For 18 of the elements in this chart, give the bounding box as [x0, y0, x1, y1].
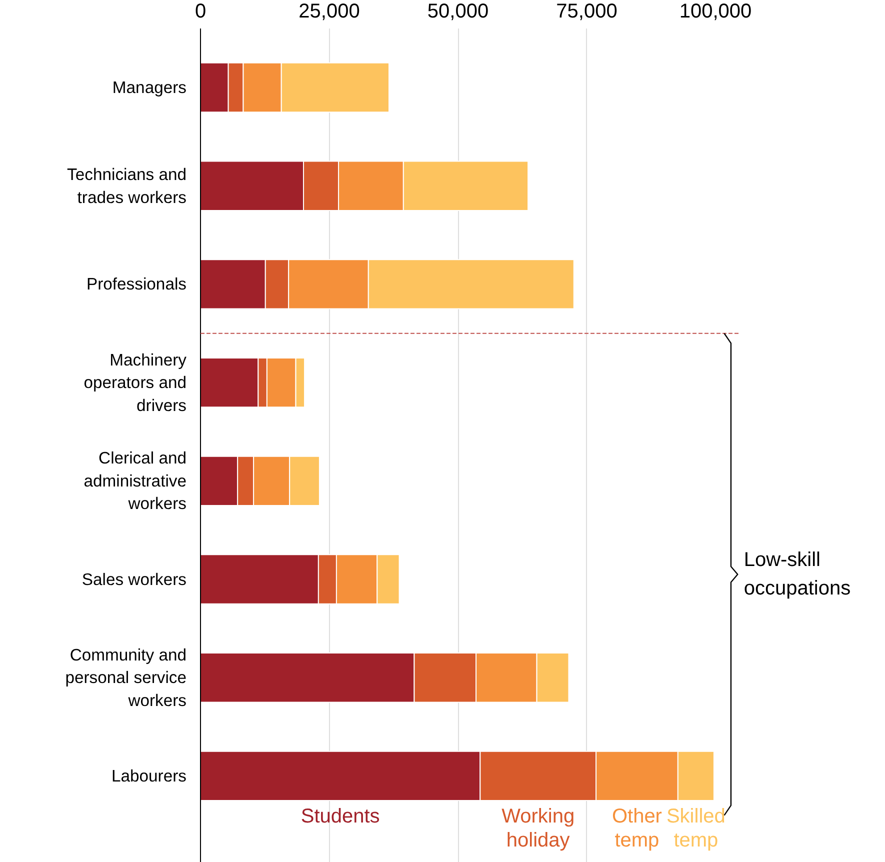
x-tick-label: 100,000 [679, 0, 752, 22]
y-tick-label: Community and personal service workers [65, 645, 187, 710]
y-tick-label: Managers [112, 78, 187, 98]
x-tick-label: 50,000 [427, 0, 489, 22]
text: Low-skill occupations [744, 549, 851, 600]
y-tick-label: Labourers [112, 766, 187, 786]
series-label: Students [300, 805, 380, 828]
y-tick-label: Technicians and trades workers [67, 164, 187, 207]
y-tick-label: Clerical and administrative workers [84, 448, 187, 514]
series-label: Working holiday [502, 805, 575, 852]
x-tick-label: 0 [194, 0, 206, 22]
x-tick-label: 25,000 [298, 0, 360, 22]
series-label: Skilled temp [666, 805, 726, 852]
y-tick-label: Sales workers [82, 570, 187, 589]
y-tick-label: Machinery operators and drivers [84, 350, 188, 415]
y-tick-label: Professionals [86, 274, 187, 294]
series-label: Other temp [612, 805, 662, 852]
x-tick-label: 75,000 [556, 0, 618, 22]
